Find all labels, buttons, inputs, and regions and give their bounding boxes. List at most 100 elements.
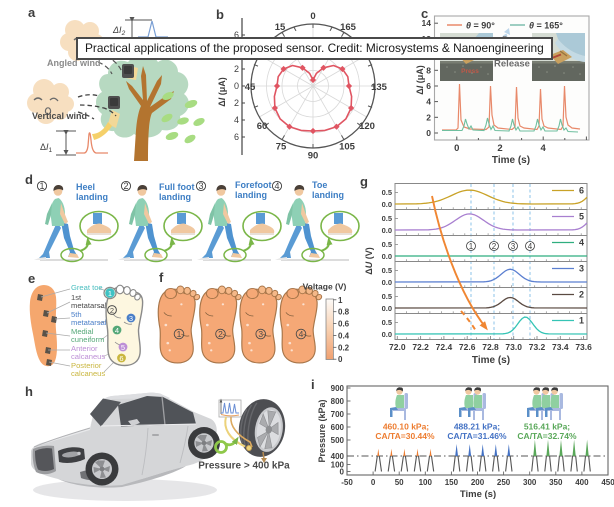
- svg-text:120: 120: [359, 121, 375, 132]
- svg-text:72.6: 72.6: [459, 342, 476, 352]
- svg-text:500: 500: [331, 436, 345, 445]
- svg-text:8: 8: [426, 65, 431, 75]
- svg-text:75: 75: [276, 142, 287, 153]
- svg-text:800: 800: [331, 397, 345, 406]
- svg-text:2: 2: [579, 290, 584, 300]
- svg-text:5: 5: [579, 212, 584, 222]
- svg-text:0: 0: [371, 478, 376, 487]
- svg-text:45: 45: [245, 82, 256, 93]
- svg-text:Toe: Toe: [312, 180, 327, 190]
- svg-text:ΔI (μA): ΔI (μA): [217, 77, 227, 107]
- svg-text:0: 0: [338, 355, 343, 364]
- svg-text:165: 165: [340, 22, 357, 33]
- svg-text:Release: Release: [494, 59, 530, 70]
- svg-text:0.8: 0.8: [338, 308, 350, 317]
- svg-text:-50: -50: [341, 478, 353, 487]
- svg-text:4: 4: [234, 115, 239, 125]
- svg-text:0.0: 0.0: [382, 252, 392, 261]
- svg-text:72.0: 72.0: [389, 342, 406, 352]
- svg-text:ΔI2: ΔI2: [112, 25, 126, 37]
- svg-text:θ = 165°: θ = 165°: [529, 21, 563, 31]
- svg-text:100: 100: [419, 478, 433, 487]
- svg-text:0.5: 0.5: [382, 318, 392, 327]
- svg-text:Time (s): Time (s): [492, 155, 530, 166]
- svg-text:73.0: 73.0: [505, 342, 522, 352]
- svg-text:calcaneus: calcaneus: [71, 352, 105, 361]
- svg-text:Posterior: Posterior: [71, 361, 102, 370]
- svg-text:400: 400: [331, 452, 345, 461]
- svg-text:460.10 kPa;: 460.10 kPa;: [383, 422, 429, 432]
- svg-text:ΔU (V): ΔU (V): [364, 247, 374, 274]
- svg-text:3: 3: [198, 181, 203, 191]
- svg-text:0: 0: [234, 81, 239, 91]
- svg-text:0.0: 0.0: [382, 200, 392, 209]
- svg-text:73.4: 73.4: [552, 342, 569, 352]
- svg-text:4: 4: [426, 97, 431, 107]
- svg-text:90: 90: [308, 151, 319, 162]
- svg-text:4: 4: [541, 143, 547, 154]
- svg-text:1st: 1st: [71, 293, 82, 302]
- svg-text:0.4: 0.4: [338, 331, 350, 340]
- svg-text:60: 60: [257, 121, 268, 132]
- svg-text:6: 6: [426, 81, 431, 91]
- svg-text:landing: landing: [76, 192, 108, 202]
- svg-text:d: d: [25, 172, 33, 187]
- svg-text:e: e: [28, 271, 35, 286]
- svg-text:350: 350: [549, 478, 563, 487]
- svg-text:5: 5: [121, 343, 125, 352]
- svg-text:300: 300: [523, 478, 537, 487]
- svg-text:0.0: 0.0: [382, 226, 392, 235]
- svg-text:3: 3: [129, 314, 133, 323]
- svg-text:c: c: [421, 6, 428, 21]
- svg-text:Great toe: Great toe: [71, 283, 103, 292]
- svg-text:1: 1: [469, 242, 474, 251]
- svg-text:0.5: 0.5: [382, 214, 392, 223]
- svg-text:CA/TA=31.46%: CA/TA=31.46%: [447, 431, 507, 441]
- svg-text:700: 700: [331, 410, 345, 419]
- svg-text:0.5: 0.5: [382, 240, 392, 249]
- svg-text:2: 2: [426, 112, 431, 122]
- svg-text:calcaneus: calcaneus: [71, 369, 105, 378]
- svg-text:1: 1: [108, 289, 112, 298]
- svg-text:2: 2: [218, 329, 223, 339]
- svg-text:2: 2: [234, 98, 239, 108]
- svg-text:Medial: Medial: [71, 327, 94, 336]
- svg-text:Press: Press: [461, 68, 479, 75]
- svg-text:100: 100: [331, 461, 345, 470]
- svg-text:Time (s): Time (s): [460, 489, 496, 500]
- svg-text:5th: 5th: [71, 310, 82, 319]
- svg-text:14: 14: [422, 18, 432, 28]
- svg-text:landing: landing: [235, 190, 267, 200]
- svg-text:2: 2: [234, 64, 239, 74]
- svg-text:50: 50: [395, 478, 404, 487]
- svg-text:CA/TA=32.74%: CA/TA=32.74%: [517, 431, 577, 441]
- svg-text:Vertical wind: Vertical wind: [32, 111, 87, 121]
- svg-text:a: a: [28, 5, 36, 20]
- svg-text:1: 1: [177, 329, 182, 339]
- svg-text:Full foot: Full foot: [159, 182, 195, 192]
- svg-text:metatarsal: metatarsal: [71, 318, 107, 327]
- svg-text:1: 1: [579, 316, 584, 326]
- svg-text:cuneiform: cuneiform: [71, 335, 104, 344]
- svg-text:θ = 90°: θ = 90°: [466, 21, 495, 31]
- svg-text:0.5: 0.5: [382, 188, 392, 197]
- svg-text:0: 0: [310, 11, 315, 22]
- svg-text:2: 2: [110, 306, 114, 315]
- svg-text:Anterior: Anterior: [71, 344, 98, 353]
- svg-text:f: f: [159, 270, 164, 285]
- svg-text:516.41 kPa;: 516.41 kPa;: [524, 422, 570, 432]
- svg-text:0: 0: [454, 143, 459, 154]
- svg-text:450: 450: [601, 478, 614, 487]
- svg-text:0.0: 0.0: [382, 278, 392, 287]
- svg-text:150: 150: [445, 478, 459, 487]
- svg-text:Pressure (kPa): Pressure (kPa): [317, 399, 327, 462]
- svg-text:landing: landing: [159, 192, 191, 202]
- svg-text:ΔI1: ΔI1: [40, 142, 53, 154]
- svg-text:Angled wind: Angled wind: [47, 58, 101, 68]
- svg-text:h: h: [25, 384, 33, 399]
- svg-text:250: 250: [497, 478, 511, 487]
- svg-text:72.8: 72.8: [482, 342, 499, 352]
- svg-text:landing: landing: [312, 190, 344, 200]
- svg-text:6: 6: [234, 132, 239, 142]
- svg-text:6: 6: [234, 30, 239, 40]
